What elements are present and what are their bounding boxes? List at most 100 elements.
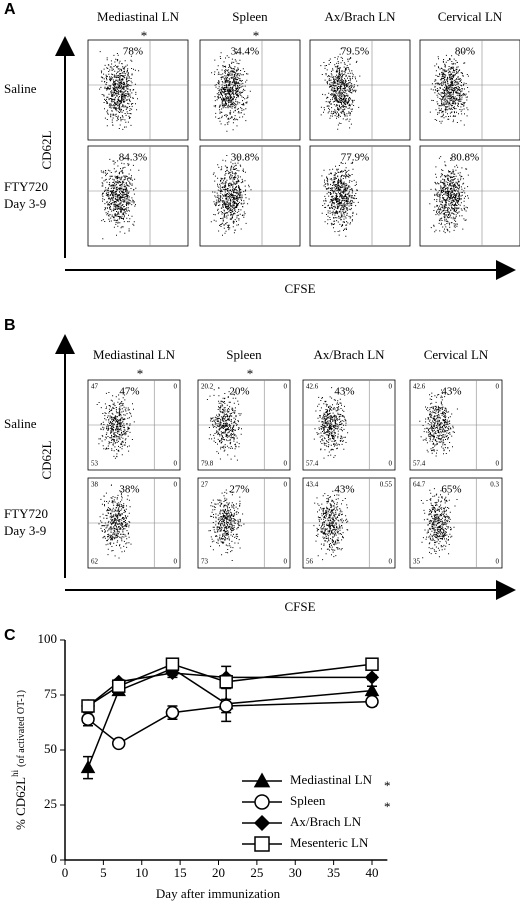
panel-label: C	[4, 627, 16, 644]
point	[81, 712, 95, 726]
y-title-sup: hi	[10, 769, 20, 777]
quadrant-value: 35	[413, 558, 421, 566]
significance: *	[141, 28, 148, 43]
y-tick-label: 0	[51, 851, 58, 866]
quadrant-value: 43.4	[306, 481, 319, 489]
panel-label: B	[4, 317, 16, 334]
quadrant-value: 0	[389, 558, 393, 566]
quadrant-value: 38	[91, 481, 99, 489]
quadrant-value: 0	[284, 481, 288, 489]
column-title: Ax/Brach LN	[313, 347, 385, 362]
quadrant-value: 73	[201, 558, 209, 566]
panel-label: A	[4, 1, 16, 18]
point	[111, 736, 126, 751]
quadrant-value: 56	[306, 558, 314, 566]
quadrant-percent: 38%	[119, 484, 139, 496]
quadrant-percent: 20%	[229, 386, 249, 398]
point	[365, 657, 379, 671]
point	[81, 699, 95, 713]
point	[165, 705, 180, 720]
quadrant-value: 64.7	[413, 481, 426, 489]
cell-dots	[313, 490, 349, 561]
plot-frame	[419, 39, 520, 141]
quadrant-value: 0	[496, 558, 500, 566]
quadrant-value: 42.6	[306, 383, 319, 391]
plot-frame	[309, 145, 411, 247]
plot-frame	[309, 39, 411, 141]
cell-dots	[320, 48, 361, 130]
row-label: Saline	[4, 416, 37, 431]
quadrant-value: 0	[284, 460, 288, 468]
cell-dots	[321, 156, 359, 237]
axis-title: Day after immunization	[156, 886, 281, 901]
significance: *	[253, 28, 260, 43]
x-tick-label: 0	[62, 865, 69, 880]
quadrant-value: 53	[91, 460, 99, 468]
quadrant-value: 0	[174, 481, 178, 489]
point	[111, 679, 126, 693]
cell-dots	[429, 155, 469, 234]
y-tick-label: 100	[38, 631, 58, 646]
column-title: Spleen	[232, 9, 268, 24]
axis-title: CFSE	[284, 599, 315, 614]
cell-dots	[211, 48, 251, 132]
legend-label: Ax/Brach LN	[290, 814, 362, 829]
axis-title: CFSE	[284, 281, 315, 296]
quadrant-value: 0	[389, 383, 393, 391]
cell-dots	[96, 392, 135, 459]
quadrant-percent: 65%	[441, 484, 461, 496]
point	[219, 699, 233, 713]
column-title: Mediastinal LN	[93, 347, 176, 362]
quadrant-value: 0.55	[380, 481, 393, 489]
cell-dots	[99, 51, 140, 130]
cell-dots	[419, 389, 458, 457]
quadrant-value: 20.2	[201, 383, 214, 391]
column-title: Mediastinal LN	[97, 9, 180, 24]
column-title: Cervical LN	[438, 9, 503, 24]
quadrant-percent: 43%	[334, 386, 354, 398]
quadrant-percent: 47%	[119, 386, 139, 398]
x-tick-label: 30	[289, 865, 302, 880]
column-title: Spleen	[226, 347, 262, 362]
quadrant-value: 0	[284, 558, 288, 566]
row-label: FTY720	[4, 179, 48, 194]
quadrant-value: 57.4	[306, 460, 319, 468]
x-tick-label: 20	[212, 865, 225, 880]
quadrant-percent: 77.9%	[341, 152, 369, 164]
cell-dots	[98, 484, 132, 559]
quadrant-percent: 80.8%	[451, 152, 479, 164]
cell-dots	[206, 387, 242, 461]
plot-frame	[199, 145, 301, 247]
plot-frame	[419, 145, 520, 247]
quadrant-percent: 34.4%	[231, 46, 259, 58]
axis-title: CD62L	[39, 440, 54, 479]
point	[219, 675, 233, 689]
cell-dots	[210, 155, 252, 236]
cell-dots	[313, 387, 349, 459]
x-tick-label: 25	[250, 865, 263, 880]
legend-label: Mediastinal LN	[290, 772, 373, 787]
row-label: Saline	[4, 81, 37, 96]
row-label: Day 3-9	[4, 523, 46, 538]
x-tick-label: 5	[100, 865, 107, 880]
quadrant-percent: 27%	[229, 484, 249, 496]
quadrant-value: 27	[201, 481, 209, 489]
cell-dots	[100, 157, 140, 240]
axis-title: CD62L	[39, 130, 54, 169]
quadrant-value: 79.8	[201, 460, 214, 468]
plot-frame	[87, 145, 189, 247]
x-tick-label: 10	[135, 865, 148, 880]
y-title: % CD62L	[13, 777, 28, 830]
quadrant-value: 0	[174, 460, 178, 468]
plot-frame	[87, 39, 189, 141]
legend-label: Spleen	[290, 793, 326, 808]
significance: *	[137, 366, 144, 381]
axis-title: % CD62Lhi (of activated OT-1)	[10, 690, 28, 830]
quadrant-percent: 84.3%	[119, 152, 147, 164]
x-tick-label: 40	[366, 865, 379, 880]
quadrant-percent: 79.5%	[341, 46, 369, 58]
legend-label: Mesenteric LN	[290, 835, 369, 850]
plot-frame	[199, 39, 301, 141]
legend-marker	[254, 836, 270, 852]
